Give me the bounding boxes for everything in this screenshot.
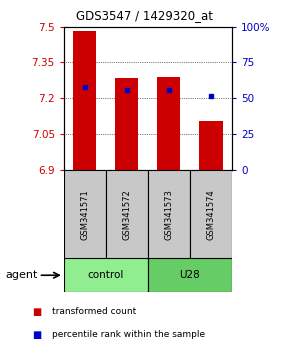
Bar [64,258,148,292]
Text: percentile rank within the sample: percentile rank within the sample [52,330,205,339]
Bar [200,121,222,170]
Text: U28: U28 [180,270,200,280]
Bar [106,170,148,258]
Bar [157,77,180,170]
Bar [115,78,138,170]
Text: transformed count: transformed count [52,307,137,316]
Text: ■: ■ [32,307,41,316]
Bar [148,258,232,292]
Text: GSM341571: GSM341571 [80,189,89,240]
Text: GSM341574: GSM341574 [206,189,215,240]
Bar [190,170,232,258]
Bar [148,170,190,258]
Text: GSM341572: GSM341572 [122,189,131,240]
Text: GSM341573: GSM341573 [164,189,173,240]
Bar [73,32,96,170]
Text: GDS3547 / 1429320_at: GDS3547 / 1429320_at [77,9,213,22]
Text: control: control [88,270,124,280]
Text: agent: agent [6,270,38,280]
Bar [64,170,106,258]
Text: ■: ■ [32,330,41,339]
